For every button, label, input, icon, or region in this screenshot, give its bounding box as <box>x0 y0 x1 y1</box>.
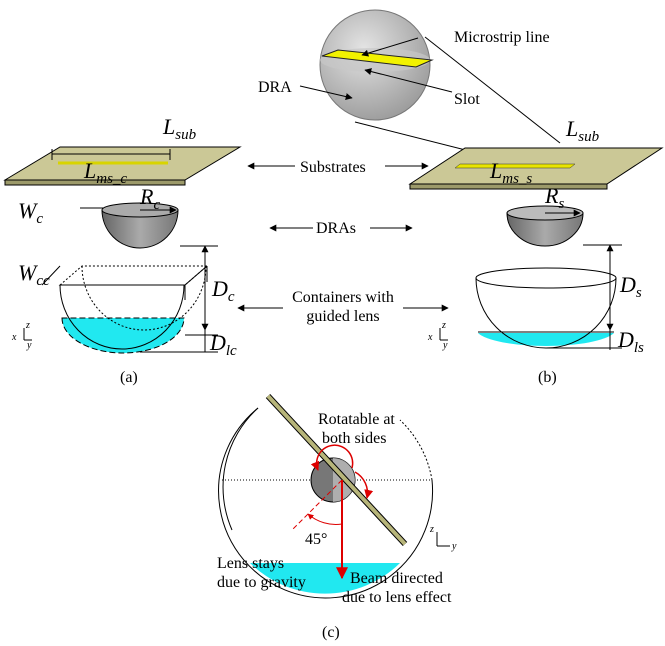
label-sub: sub <box>175 127 196 143</box>
caption: (a) <box>120 369 138 386</box>
container-back <box>400 420 432 480</box>
label: Wc <box>18 198 43 227</box>
label: DRA <box>258 79 292 96</box>
panel-b: Lsub Lms_s Rs Ds Dls z x y (b) <box>410 116 662 386</box>
label: guided lens <box>306 308 379 325</box>
label-base: R <box>544 183 559 208</box>
label: due to gravity <box>217 574 306 591</box>
angle-arc <box>308 514 342 524</box>
label-sub: c <box>228 289 235 305</box>
lens <box>62 318 184 353</box>
label-base: D <box>619 272 636 297</box>
label: both sides <box>322 430 386 447</box>
label-base: W <box>18 260 38 285</box>
label-sub: cc <box>36 273 50 289</box>
axes: z y <box>429 524 457 552</box>
label-sub: ms_c <box>96 171 127 187</box>
label-base: D <box>617 327 634 352</box>
label: Ds <box>619 272 642 301</box>
axis-label: x <box>11 332 17 343</box>
label: Dlc <box>209 330 237 359</box>
panel-a: Lsub Lms_c Rc Wc Wcc Dc Dlc z x y <box>5 114 240 386</box>
label-sub: sub <box>578 129 599 145</box>
label: Lens stays <box>217 555 284 572</box>
label-sub: c <box>36 211 43 227</box>
axis-label: x <box>427 332 433 343</box>
axes: z x y <box>427 320 448 351</box>
caption: (c) <box>322 624 340 641</box>
label: Containers with <box>292 289 394 306</box>
label: Slot <box>454 91 480 108</box>
label-base: L <box>565 116 578 141</box>
axis-label: y <box>26 340 32 351</box>
label: Rc <box>139 184 160 213</box>
container-top <box>60 266 207 285</box>
axis-label: z <box>25 320 30 331</box>
label-sub: ms_s <box>502 171 532 187</box>
label-sub: s <box>636 285 642 301</box>
label: Lsub <box>162 114 197 143</box>
label-sub: ls <box>634 340 644 356</box>
label: Rotatable at <box>318 411 395 428</box>
inset: Microstrip line Slot DRA <box>258 10 560 160</box>
label: Beam directed <box>350 570 443 587</box>
label: Dls <box>617 327 644 356</box>
axes: z x y <box>11 320 32 351</box>
diagram: Microstrip line Slot DRA Lsub Lms_c Rc W… <box>0 0 665 646</box>
label-base: D <box>211 276 228 301</box>
bowl-rim <box>476 268 616 288</box>
label-base: L <box>489 158 502 183</box>
label-sub: c <box>153 197 160 213</box>
label-base: R <box>139 184 154 209</box>
axis-label: y <box>451 541 457 552</box>
label-sub: s <box>558 196 564 212</box>
label: Lsub <box>565 116 600 145</box>
axis-label: z <box>429 524 434 535</box>
label: Substrates <box>300 159 366 176</box>
label-base: W <box>18 198 38 223</box>
label: Microstrip line <box>454 29 550 46</box>
axis-label: z <box>441 320 446 331</box>
label: DRAs <box>316 220 356 237</box>
label: Dc <box>211 276 235 305</box>
label-base: L <box>162 114 175 139</box>
caption: (b) <box>538 369 557 386</box>
axis-label: y <box>442 340 448 351</box>
label-base: L <box>83 158 96 183</box>
label: Wcc <box>18 260 50 289</box>
microstrip <box>455 164 575 168</box>
angle-label: 45° <box>305 531 327 548</box>
lens <box>478 333 614 346</box>
label-base: D <box>209 330 226 355</box>
panel-c: 45° Rotatable at both sides Lens stays d… <box>217 396 457 641</box>
label: due to lens effect <box>342 589 452 606</box>
label-sub: lc <box>226 343 237 359</box>
